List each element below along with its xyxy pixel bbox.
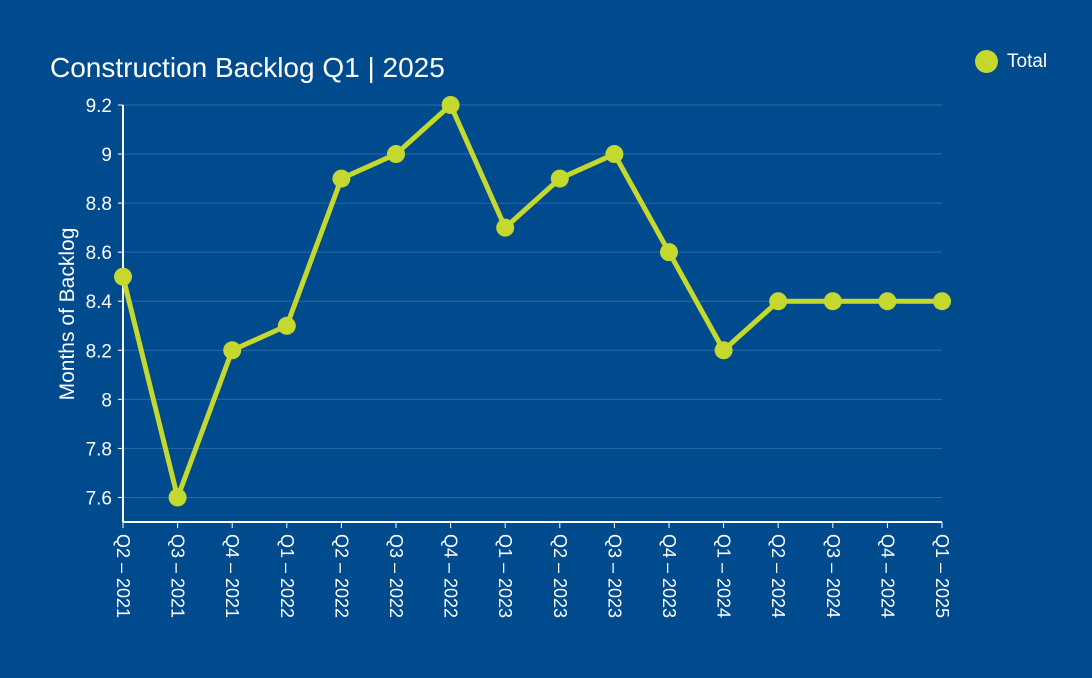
- data-point[interactable]: [332, 169, 351, 188]
- x-tick-label: Q3 – 2024: [823, 534, 843, 618]
- data-point[interactable]: [933, 292, 951, 311]
- x-tick-label: Q4 – 2022: [441, 534, 461, 618]
- x-tick-label: Q4 – 2021: [222, 534, 242, 618]
- data-point[interactable]: [769, 292, 788, 311]
- y-tick-label: 8.6: [86, 243, 112, 264]
- data-point[interactable]: [387, 145, 405, 164]
- x-tick-label: Q1 – 2023: [495, 534, 515, 618]
- y-tick-labels: 7.6 7.8 8 8.2 8.4 8.6 8.8 9 9.2: [86, 96, 113, 509]
- series-line-total: [120, 102, 945, 500]
- y-axis-label: Months of Backlog: [56, 228, 79, 401]
- x-tick-label: Q3 – 2022: [386, 534, 406, 618]
- x-tick-label: Q2 – 2022: [331, 534, 351, 618]
- x-tick-label: Q2 – 2024: [768, 534, 788, 618]
- x-tick-label: Q4 – 2023: [659, 534, 679, 618]
- x-tick-label: Q3 – 2021: [168, 534, 188, 618]
- y-tick-label: 9: [101, 145, 112, 166]
- legend[interactable]: Total: [975, 50, 1047, 73]
- data-point[interactable]: [441, 96, 460, 114]
- data-point[interactable]: [878, 292, 897, 311]
- data-point[interactable]: [168, 488, 187, 507]
- x-tick-label: Q1 – 2022: [277, 534, 297, 618]
- data-point[interactable]: [660, 243, 678, 262]
- data-point[interactable]: [550, 169, 569, 188]
- legend-label: Total: [1007, 50, 1048, 72]
- x-tick-label: Q2 – 2023: [550, 534, 570, 618]
- data-point[interactable]: [496, 218, 515, 237]
- data-point[interactable]: [605, 145, 624, 164]
- y-tick-label: 8.4: [86, 292, 113, 313]
- axes: [118, 104, 943, 528]
- data-point[interactable]: [823, 292, 842, 311]
- x-tick-label: Q3 – 2023: [604, 534, 624, 618]
- x-tick-labels: Q2 – 2021 Q3 – 2021 Q4 – 2021 Q1 – 2022 Q2 –…: [113, 534, 952, 618]
- y-tick-label: 7.8: [86, 439, 112, 460]
- x-tick-label: Q2 – 2021: [113, 534, 133, 618]
- data-point[interactable]: [714, 341, 733, 360]
- x-tick-label: Q4 – 2024: [877, 534, 897, 618]
- y-tick-label: 7.6: [86, 488, 112, 509]
- chart-title: Construction Backlog Q1 | 2025: [50, 52, 445, 83]
- x-tick-label: Q1 – 2024: [714, 534, 734, 618]
- legend-marker-icon: [975, 50, 998, 73]
- y-tick-label: 9.2: [86, 96, 112, 117]
- x-tick-label: Q1 – 2025: [932, 534, 952, 618]
- data-point[interactable]: [223, 341, 242, 360]
- y-tick-label: 8: [101, 390, 112, 411]
- data-point[interactable]: [277, 316, 296, 335]
- y-tick-label: 8.2: [86, 341, 112, 362]
- y-tick-label: 8.8: [86, 194, 112, 215]
- data-point[interactable]: [114, 267, 132, 286]
- series-total: [114, 96, 951, 507]
